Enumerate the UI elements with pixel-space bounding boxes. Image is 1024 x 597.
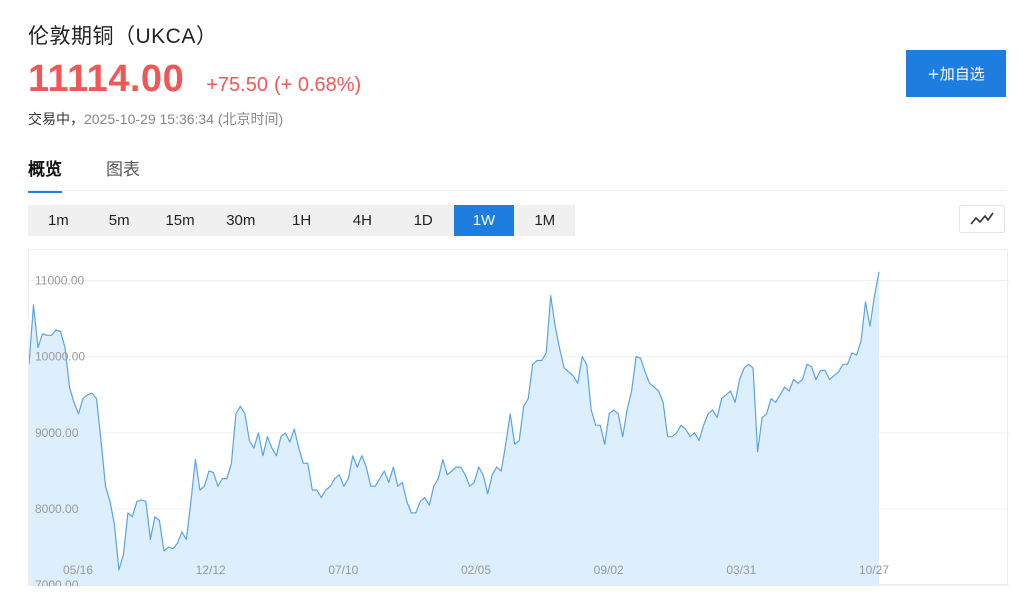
instrument-title: 伦敦期铜（UKCA） <box>28 25 218 48</box>
period-1m[interactable]: 1m <box>47 212 69 229</box>
x-tick-label: 07/10 <box>328 563 358 577</box>
price-row: 11114.00 +75.50 (+ 0.68%) <box>28 58 361 101</box>
price-chart[interactable]: 11000.00 10000.00 9000.00 8000.00 7000.00 05/… <box>28 249 1009 586</box>
status-text: 交易中， <box>28 111 84 127</box>
change-value: +75.50 <box>206 74 268 96</box>
trading-status: 交易中，2025-10-29 15:36:34 (北京时间) <box>28 109 283 129</box>
period-30m[interactable]: 30m <box>226 212 256 229</box>
x-tick-label: 09/02 <box>594 563 624 577</box>
last-price: 11114.00 <box>28 58 185 100</box>
change-percent: (+ 0.68%) <box>273 74 362 96</box>
tab-chart[interactable]: 图表 <box>106 160 140 179</box>
period-5m[interactable]: 5m <box>108 212 130 229</box>
period-15m[interactable]: 15m <box>165 212 195 229</box>
timestamp: 2025-10-29 15:36:34 (北京时间) <box>84 111 284 127</box>
series-area <box>29 271 879 586</box>
y-tick-label: 8000.00 <box>35 502 79 516</box>
price-change: +75.50 (+ 0.68%) <box>206 74 361 97</box>
x-tick-label: 02/05 <box>461 563 491 577</box>
tab-bar: 概览 图表 <box>28 155 184 193</box>
period-selector: 1m 5m 15m 30m 1H 4H 1D 1W 1M <box>28 205 576 236</box>
x-tick-label: 10/27 <box>859 563 889 577</box>
x-tick-label: 05/16 <box>63 563 93 577</box>
chart-svg: 11000.00 10000.00 9000.00 8000.00 7000.0005/… <box>29 271 1009 586</box>
period-1h[interactable]: 1H <box>291 212 312 229</box>
x-tick-label: 12/12 <box>196 563 226 577</box>
period-1mo[interactable]: 1M <box>534 212 556 229</box>
period-4h[interactable]: 4H <box>352 212 372 229</box>
y-tick-label: 11000.00 <box>35 273 84 287</box>
tab-overview[interactable]: 概览 <box>28 155 62 193</box>
tab-divider <box>28 190 1006 191</box>
period-1w[interactable]: 1W <box>453 205 515 236</box>
chart-type-button[interactable] <box>959 205 1005 233</box>
add-watchlist-button[interactable]: +加自选 <box>906 50 1006 97</box>
period-1d[interactable]: 1D <box>413 212 433 229</box>
series-line <box>29 271 880 571</box>
y-tick-label: 9000.00 <box>35 426 79 440</box>
y-tick-label: 7000.00 <box>35 578 79 586</box>
line-chart-icon <box>970 212 994 225</box>
y-tick-label: 10000.00 <box>35 350 85 364</box>
x-tick-label: 03/31 <box>726 563 756 577</box>
